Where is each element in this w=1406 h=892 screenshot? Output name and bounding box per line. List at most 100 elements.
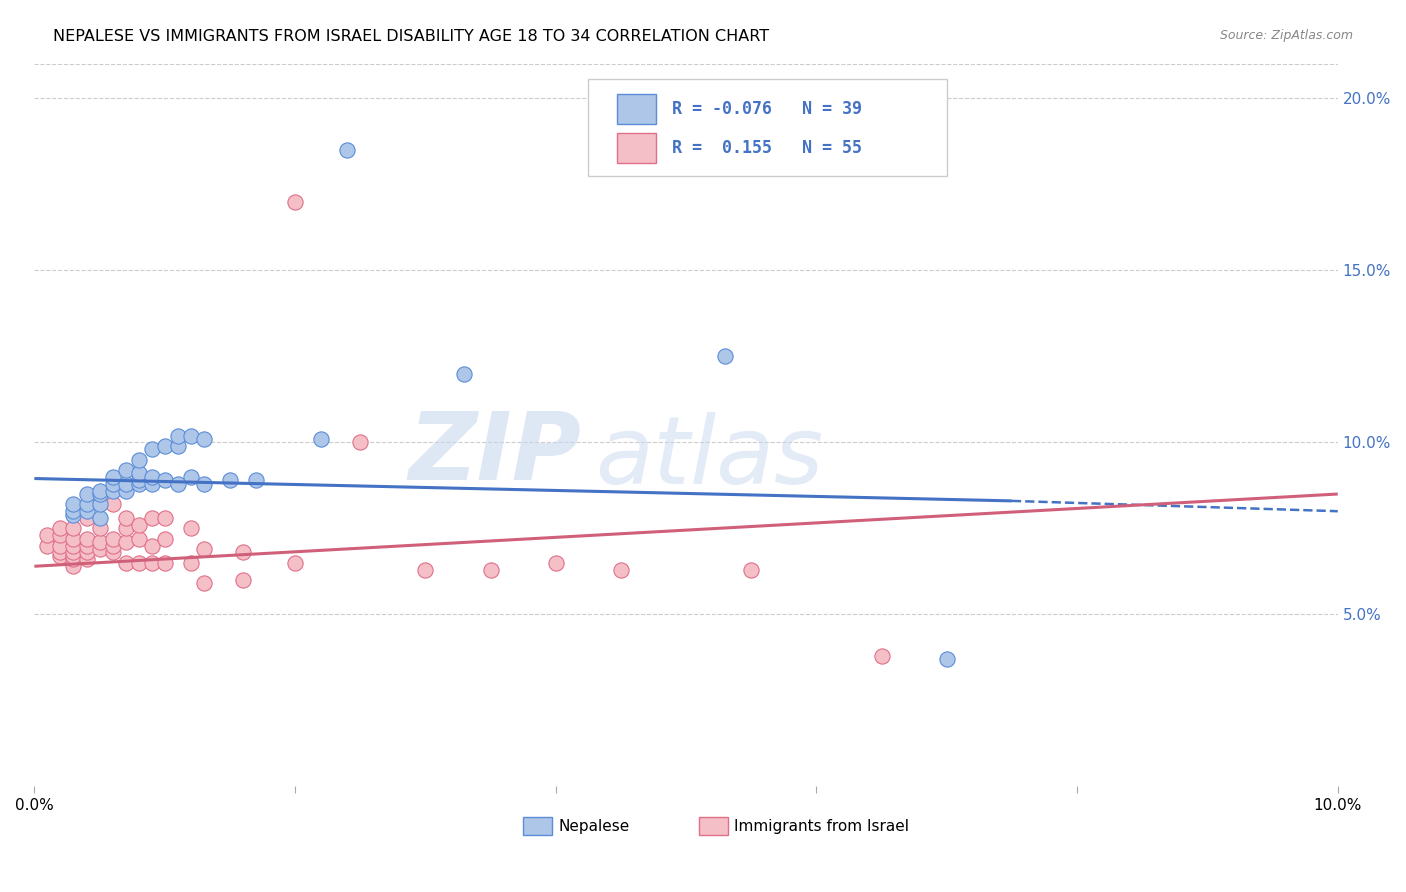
Point: [141, 511, 163, 525]
Point: [284, 556, 307, 570]
Point: [180, 521, 202, 535]
Point: [180, 470, 202, 484]
Point: [180, 556, 202, 570]
Bar: [523, 817, 551, 835]
Point: [610, 563, 633, 577]
Point: [76, 552, 98, 566]
Point: [49, 521, 72, 535]
Point: [415, 563, 437, 577]
Point: [37, 539, 59, 553]
Point: [193, 576, 215, 591]
Point: [62, 559, 84, 574]
Point: [284, 194, 307, 209]
Point: [128, 556, 150, 570]
Bar: [617, 94, 657, 124]
Point: [141, 470, 163, 484]
Point: [114, 535, 136, 549]
Point: [740, 563, 762, 577]
Text: R = -0.076   N = 39: R = -0.076 N = 39: [672, 100, 862, 118]
Point: [76, 497, 98, 511]
Point: [544, 556, 567, 570]
Point: [453, 367, 475, 381]
Point: [219, 473, 242, 487]
Point: [89, 487, 111, 501]
Point: [37, 528, 59, 542]
Point: [193, 476, 215, 491]
Point: [870, 648, 893, 663]
Point: [141, 539, 163, 553]
Point: [193, 432, 215, 446]
Point: [62, 552, 84, 566]
Point: [166, 439, 188, 453]
Point: [89, 487, 111, 501]
Point: [101, 483, 124, 498]
Point: [76, 539, 98, 553]
Point: [935, 652, 957, 666]
Point: [128, 452, 150, 467]
Point: [62, 497, 84, 511]
Text: Nepalese: Nepalese: [558, 819, 630, 834]
Point: [101, 539, 124, 553]
Point: [349, 435, 371, 450]
Point: [89, 497, 111, 511]
Point: [76, 511, 98, 525]
Point: [141, 556, 163, 570]
Point: [114, 463, 136, 477]
Point: [114, 511, 136, 525]
Point: [232, 573, 254, 587]
Point: [76, 532, 98, 546]
Point: [232, 545, 254, 559]
Text: Immigrants from Israel: Immigrants from Israel: [734, 819, 910, 834]
Text: NEPALESE VS IMMIGRANTS FROM ISRAEL DISABILITY AGE 18 TO 34 CORRELATION CHART: NEPALESE VS IMMIGRANTS FROM ISRAEL DISAB…: [53, 29, 769, 45]
Point: [309, 432, 332, 446]
Point: [76, 487, 98, 501]
Point: [62, 549, 84, 563]
Point: [128, 476, 150, 491]
Point: [153, 532, 176, 546]
Point: [128, 473, 150, 487]
Point: [336, 143, 359, 157]
Point: [101, 532, 124, 546]
Text: atlas: atlas: [595, 412, 823, 503]
Point: [62, 532, 84, 546]
Point: [714, 350, 737, 364]
Point: [153, 556, 176, 570]
Point: [89, 521, 111, 535]
Point: [76, 504, 98, 518]
FancyBboxPatch shape: [588, 78, 946, 176]
Point: [76, 497, 98, 511]
Point: [153, 511, 176, 525]
Point: [166, 476, 188, 491]
Point: [101, 476, 124, 491]
Point: [180, 428, 202, 442]
Text: R =  0.155   N = 55: R = 0.155 N = 55: [672, 139, 862, 157]
Point: [62, 504, 84, 518]
Point: [114, 476, 136, 491]
Text: ZIP: ZIP: [409, 409, 582, 500]
Point: [89, 511, 111, 525]
Point: [49, 539, 72, 553]
Point: [101, 545, 124, 559]
Point: [153, 439, 176, 453]
Point: [49, 549, 72, 563]
Point: [101, 497, 124, 511]
Point: [128, 532, 150, 546]
Bar: [617, 133, 657, 163]
Point: [49, 528, 72, 542]
Point: [114, 556, 136, 570]
Point: [141, 442, 163, 457]
Text: Source: ZipAtlas.com: Source: ZipAtlas.com: [1219, 29, 1353, 43]
Point: [62, 508, 84, 522]
Point: [193, 542, 215, 557]
Point: [114, 483, 136, 498]
Point: [49, 545, 72, 559]
Point: [101, 470, 124, 484]
Point: [245, 473, 267, 487]
Point: [89, 542, 111, 557]
Point: [89, 483, 111, 498]
Point: [62, 545, 84, 559]
Point: [62, 521, 84, 535]
Point: [166, 428, 188, 442]
Point: [62, 539, 84, 553]
Bar: [699, 817, 728, 835]
